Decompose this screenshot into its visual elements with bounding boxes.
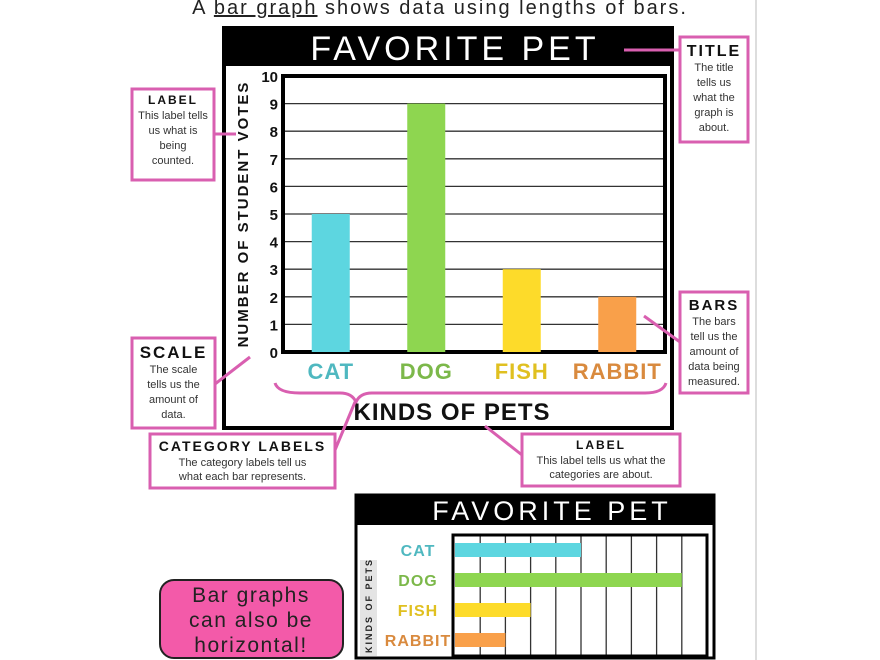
callout-text: The category labels tell us bbox=[179, 457, 307, 469]
title-callout: TITLE The title tells us what the graph is ab… bbox=[678, 35, 750, 144]
category-label-cat: CAT bbox=[307, 359, 354, 384]
callout-text: what the bbox=[692, 92, 735, 104]
callout-text: us what is bbox=[149, 125, 198, 137]
y-tick-label: 1 bbox=[270, 317, 278, 334]
chart-frame bbox=[222, 26, 674, 430]
callout-heading: CATEGORY LABELS bbox=[159, 438, 326, 454]
callout-text: data. bbox=[161, 409, 185, 421]
callout-connectors bbox=[214, 48, 681, 457]
callout-text: tells us bbox=[697, 77, 732, 89]
y-tick-label: 0 bbox=[270, 345, 278, 362]
callout-box bbox=[678, 290, 750, 395]
callout-box bbox=[520, 432, 682, 488]
callout-text: The bars bbox=[692, 316, 736, 328]
callout-text: graph is bbox=[694, 107, 734, 119]
x-axis-label: KINDS OF PETS bbox=[353, 399, 550, 426]
callout-box bbox=[148, 432, 337, 490]
category-label-dog: DOG bbox=[398, 573, 437, 590]
bar-cat bbox=[455, 543, 581, 557]
callout-heading: TITLE bbox=[687, 43, 741, 60]
y-tick-label: 7 bbox=[270, 152, 278, 169]
category-label-rabbit: RABBIT bbox=[385, 633, 451, 650]
callout-text: what each bar represents. bbox=[178, 471, 306, 483]
plot-frame bbox=[281, 74, 667, 354]
chart-title: FAVORITE PET bbox=[432, 496, 672, 526]
y-tick-label: 5 bbox=[270, 207, 278, 224]
y-axis-label: KINDS OF PETS bbox=[364, 558, 374, 653]
callout-text: The scale bbox=[150, 364, 198, 376]
bar-fish bbox=[455, 603, 531, 617]
plot-frame bbox=[451, 533, 709, 658]
category-label-fish: FISH bbox=[398, 603, 438, 620]
y-label-callout: LABEL This label tells us what is being coun… bbox=[130, 87, 216, 182]
note-line: Bar graphs bbox=[192, 584, 310, 607]
callout-text: counted. bbox=[152, 155, 194, 167]
callout-text: tells us the bbox=[147, 379, 200, 391]
note-line: can also be bbox=[189, 609, 313, 632]
y-tick-label: 6 bbox=[270, 179, 278, 196]
category-label-rabbit: RABBIT bbox=[573, 359, 662, 384]
callout-heading: BARS bbox=[689, 297, 740, 314]
category-label-cat: CAT bbox=[401, 543, 436, 560]
bar-cat bbox=[311, 214, 350, 352]
callout-box bbox=[678, 35, 750, 144]
callout-text: This label tells bbox=[138, 110, 208, 122]
callout-heading: LABEL bbox=[148, 93, 198, 107]
callout-text: data being bbox=[688, 361, 739, 373]
y-tick-label: 10 bbox=[261, 69, 278, 86]
y-tick-label: 4 bbox=[270, 235, 279, 252]
callout-heading: SCALE bbox=[140, 343, 208, 362]
horizontal-bar-chart: FAVORITE PET KINDS OF PETS CAT DOG FISH RAB… bbox=[354, 493, 716, 660]
callout-text: amount of bbox=[690, 346, 740, 358]
y-tick-label: 3 bbox=[270, 262, 278, 279]
callout-text: categories are about. bbox=[549, 469, 652, 481]
note-bubble-bg bbox=[159, 579, 344, 659]
bar-rabbit bbox=[598, 296, 637, 352]
intro-sentence: A bar graph shows data using lengths of … bbox=[192, 0, 688, 19]
y-tick-label: 8 bbox=[270, 124, 278, 141]
y-label-band bbox=[360, 560, 377, 656]
bar-fish bbox=[502, 269, 541, 352]
title-bar bbox=[356, 495, 714, 525]
callout-box bbox=[130, 87, 216, 182]
category-label-fish: FISH bbox=[495, 359, 549, 384]
callout-text: about. bbox=[699, 122, 730, 134]
bars-callout: BARS The bars tell us the amount of data bei… bbox=[678, 290, 750, 395]
horizontal-note-bubble: Bar graphs can also be horizontal! bbox=[159, 579, 344, 659]
callout-text: amount of bbox=[149, 394, 199, 406]
bar-dog bbox=[455, 573, 682, 587]
category-label-dog: DOG bbox=[400, 359, 453, 384]
callout-text: measured. bbox=[688, 376, 740, 388]
vertical-bar-chart: FAVORITE PET 0 1 2 3 4 5 6 7 8 9 10 CAT DOG FISH RABB… bbox=[222, 26, 674, 430]
category-brace bbox=[273, 382, 668, 406]
bar-dog bbox=[407, 103, 446, 352]
y-tick-label: 2 bbox=[270, 290, 278, 307]
callout-box bbox=[130, 336, 217, 430]
callout-text: being bbox=[160, 140, 187, 152]
category-labels-callout: CATEGORY LABELS The category labels tell … bbox=[148, 432, 337, 490]
chart-title: FAVORITE PET bbox=[310, 30, 599, 68]
y-tick-label: 9 bbox=[270, 97, 278, 114]
scale-callout: SCALE The scale tells us the amount of data. bbox=[130, 336, 217, 430]
note-line: horizontal! bbox=[194, 634, 307, 657]
y-axis-label: NUMBER OF STUDENT VOTES bbox=[235, 81, 252, 348]
callout-heading: LABEL bbox=[576, 438, 626, 452]
bar-rabbit bbox=[455, 633, 506, 647]
callout-text: tell us the bbox=[690, 331, 737, 343]
x-label-callout: LABEL This label tells us what the categor… bbox=[520, 432, 682, 488]
title-bar bbox=[224, 28, 672, 66]
callout-text: The title bbox=[694, 62, 733, 74]
callout-text: This label tells us what the bbox=[536, 455, 665, 467]
